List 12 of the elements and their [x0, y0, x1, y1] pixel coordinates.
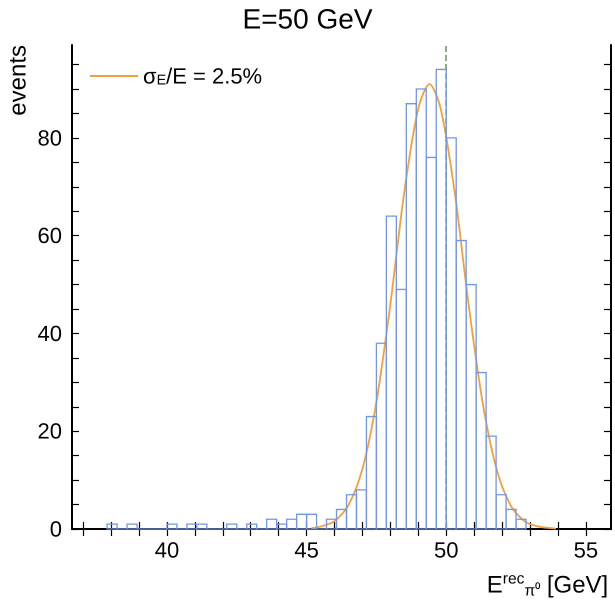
x-tick-label: 40	[154, 538, 180, 562]
x-tick-label: 50	[434, 538, 458, 562]
y-tick-label: 80	[38, 125, 62, 150]
y-tick-label: 60	[38, 223, 62, 248]
y-tick-label: 40	[38, 320, 62, 346]
chart-title: E=50 GeV	[242, 4, 373, 34]
x-tick-label: 45	[294, 538, 319, 562]
y-tick-label: 20	[38, 418, 62, 444]
y-axis-title: events	[4, 45, 32, 116]
legend-label: σE/E = 2.5%	[143, 64, 262, 88]
x-tick-label: 55	[574, 538, 598, 562]
y-tick-label: 0	[50, 516, 62, 542]
